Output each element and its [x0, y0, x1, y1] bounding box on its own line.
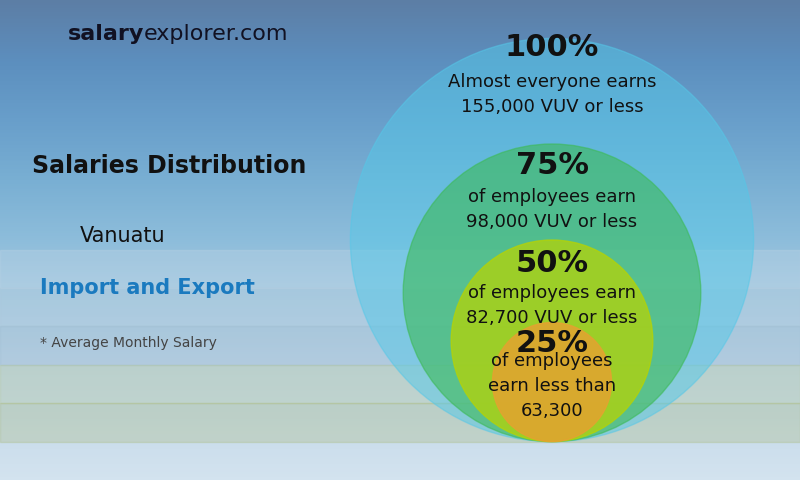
Bar [0, 250, 800, 288]
Circle shape [403, 144, 701, 442]
Bar [0, 403, 800, 442]
Circle shape [350, 38, 754, 442]
Text: 50%: 50% [515, 249, 589, 277]
Text: Vanuatu: Vanuatu [80, 226, 166, 246]
Text: explorer.com: explorer.com [144, 24, 289, 44]
Bar [0, 365, 800, 403]
Text: of employees earn
98,000 VUV or less: of employees earn 98,000 VUV or less [466, 188, 638, 231]
Text: of employees
earn less than
63,300: of employees earn less than 63,300 [488, 352, 616, 420]
Text: 100%: 100% [505, 34, 599, 62]
Bar [0, 288, 800, 326]
Circle shape [451, 240, 653, 442]
Text: 75%: 75% [515, 151, 589, 180]
Text: salary: salary [68, 24, 144, 44]
Circle shape [493, 323, 611, 442]
Text: of employees earn
82,700 VUV or less: of employees earn 82,700 VUV or less [466, 284, 638, 327]
Text: 25%: 25% [515, 329, 589, 358]
Text: Almost everyone earns
155,000 VUV or less: Almost everyone earns 155,000 VUV or les… [448, 72, 656, 116]
Bar [0, 326, 800, 365]
Text: * Average Monthly Salary: * Average Monthly Salary [40, 336, 217, 350]
Text: Salaries Distribution: Salaries Distribution [32, 154, 306, 178]
Text: Import and Export: Import and Export [40, 278, 255, 299]
